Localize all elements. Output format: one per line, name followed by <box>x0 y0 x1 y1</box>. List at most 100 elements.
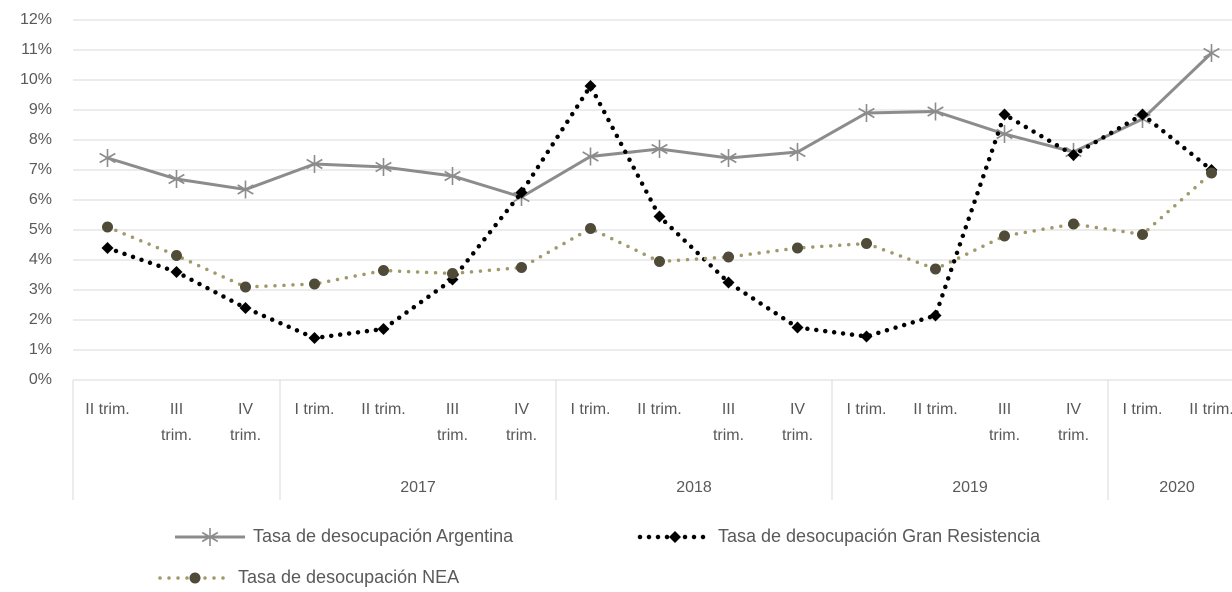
marker <box>1203 44 1220 62</box>
marker-stroke <box>444 170 461 182</box>
y-tick-label: 12% <box>20 11 52 28</box>
marker <box>861 238 872 249</box>
marker <box>308 332 321 344</box>
marker-stroke <box>375 161 392 173</box>
marker <box>930 263 941 275</box>
marker <box>444 167 461 185</box>
x-tick-label: II trim. <box>361 401 406 418</box>
marker <box>653 210 666 223</box>
marker <box>237 180 254 199</box>
y-tick-label: 8% <box>29 131 52 148</box>
x-tick-label: III trim. <box>988 401 1021 444</box>
marker <box>1067 149 1080 161</box>
x-tick-label: I trim. <box>1122 401 1163 418</box>
y-tick-label: 11% <box>21 41 52 58</box>
marker <box>584 80 597 92</box>
group-label: 2017 <box>400 479 436 496</box>
legend-label: Tasa de desocupación Gran Resistencia <box>718 526 1041 546</box>
marker-stroke <box>858 107 875 119</box>
marker <box>240 281 251 293</box>
marker-stroke <box>306 158 323 170</box>
marker-stroke <box>582 151 599 162</box>
marker <box>1206 167 1217 179</box>
marker <box>447 268 458 279</box>
group-label: 2019 <box>952 479 988 496</box>
x-tick-label: I trim. <box>294 401 335 418</box>
marker <box>996 125 1013 143</box>
marker <box>170 266 183 278</box>
marker-stroke <box>927 106 944 117</box>
marker <box>999 230 1010 242</box>
marker-stroke <box>720 152 737 164</box>
marker <box>99 149 116 167</box>
series-line <box>107 51 1213 199</box>
marker <box>306 155 323 173</box>
x-tick-label: II trim. <box>1189 401 1232 418</box>
marker <box>516 262 527 273</box>
marker <box>791 321 804 334</box>
marker <box>927 102 944 121</box>
y-tick-label: 9% <box>29 101 52 118</box>
marker <box>309 278 320 290</box>
marker <box>201 528 219 546</box>
marker <box>168 170 185 188</box>
marker-stroke <box>789 146 806 158</box>
y-tick-label: 0% <box>29 371 52 388</box>
x-tick-label: II trim. <box>637 401 682 418</box>
marker-stroke <box>201 531 219 543</box>
marker <box>654 256 665 267</box>
y-tick-label: 7% <box>29 161 52 178</box>
marker-stroke <box>237 184 254 195</box>
marker <box>1068 218 1079 230</box>
marker <box>377 323 390 335</box>
marker <box>723 251 734 263</box>
x-tick-label: II trim. <box>85 401 130 418</box>
x-tick-label: IV trim. <box>229 401 262 444</box>
marker <box>860 330 873 343</box>
x-tick-label: III trim. <box>160 401 193 444</box>
marker <box>101 242 114 254</box>
marker <box>720 149 737 167</box>
y-tick-label: 10% <box>20 71 52 88</box>
group-label: 2020 <box>1159 479 1195 496</box>
marker <box>929 309 942 322</box>
y-tick-label: 2% <box>29 311 52 328</box>
marker-stroke <box>996 128 1013 140</box>
marker <box>789 143 806 161</box>
x-tick-label: I trim. <box>846 401 887 418</box>
marker <box>669 531 681 543</box>
marker <box>651 140 668 158</box>
marker <box>239 302 252 314</box>
y-tick-label: 5% <box>29 221 52 238</box>
marker <box>378 265 389 276</box>
y-tick-label: 4% <box>29 251 52 268</box>
marker-stroke <box>1203 47 1220 59</box>
marker <box>792 242 803 254</box>
y-tick-label: 6% <box>29 191 52 208</box>
marker <box>171 250 182 261</box>
x-tick-label: I trim. <box>570 401 611 418</box>
marker <box>515 186 528 199</box>
x-tick-label: III trim. <box>436 401 469 444</box>
marker <box>375 158 392 176</box>
marker-stroke <box>168 173 185 185</box>
marker <box>582 147 599 166</box>
marker <box>998 108 1011 121</box>
legend-label: Tasa de desocupación NEA <box>238 567 459 587</box>
legend-label: Tasa de desocupación Argentina <box>253 526 514 546</box>
marker <box>189 572 201 584</box>
marker <box>585 223 596 234</box>
group-label: 2018 <box>676 479 712 496</box>
x-tick-label: IV trim. <box>1057 401 1090 444</box>
x-tick-label: II trim. <box>913 401 958 418</box>
y-tick-label: 3% <box>29 281 52 298</box>
marker-stroke <box>651 143 668 155</box>
y-tick-label: 1% <box>29 341 52 358</box>
marker <box>858 104 875 122</box>
marker <box>1137 229 1148 240</box>
marker <box>722 276 735 289</box>
x-tick-label: III trim. <box>712 401 745 444</box>
marker-stroke <box>99 152 116 164</box>
